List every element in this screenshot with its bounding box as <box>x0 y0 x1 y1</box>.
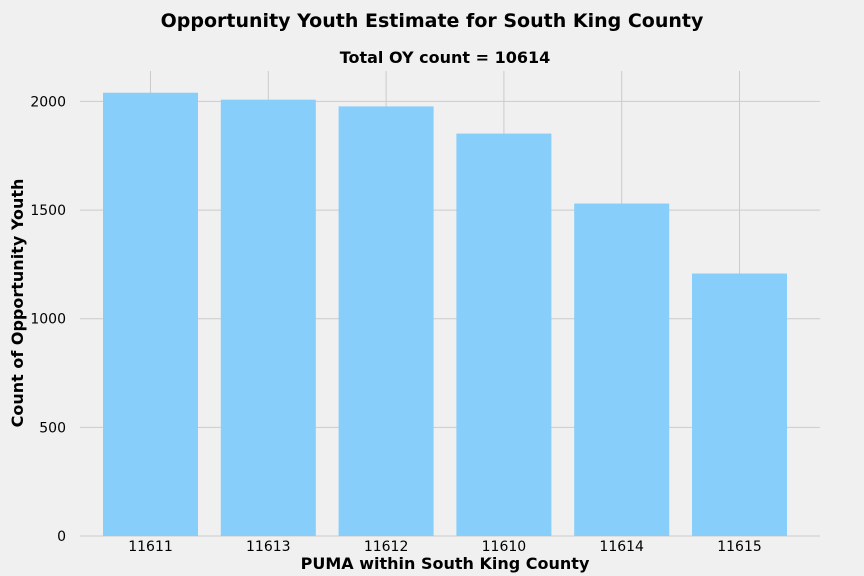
x-tick-label: 11613 <box>246 539 291 555</box>
y-tick-label: 0 <box>57 529 66 545</box>
y-tick-label: 1000 <box>30 312 66 328</box>
x-tick-labels: 11611 11613 11612 11610 11614 11615 <box>128 539 762 555</box>
chart-suptitle: Opportunity Youth Estimate for South Kin… <box>161 10 704 32</box>
bar-11613 <box>220 99 316 536</box>
x-tick-label: 11612 <box>364 539 409 555</box>
x-tick-label: 11615 <box>717 539 762 555</box>
bar-11612 <box>338 106 434 537</box>
x-tick-label: 11614 <box>599 539 644 555</box>
x-tick-label: 11611 <box>128 539 173 555</box>
y-tick-label: 1500 <box>30 203 66 219</box>
bar-11610 <box>456 133 552 536</box>
bars <box>103 92 787 537</box>
y-tick-label: 500 <box>39 420 66 436</box>
y-tick-labels: 0 500 1000 1500 2000 <box>30 94 66 545</box>
y-tick-label: 2000 <box>30 94 66 110</box>
bar-11611 <box>103 92 198 536</box>
x-tick-label: 11610 <box>482 539 527 555</box>
y-axis-label: Count of Opportunity Youth <box>8 179 27 428</box>
bar-11614 <box>574 203 670 536</box>
chart-title: Total OY count = 10614 <box>340 48 551 67</box>
bar-11615 <box>692 273 787 536</box>
x-axis-label: PUMA within South King County <box>301 554 590 573</box>
